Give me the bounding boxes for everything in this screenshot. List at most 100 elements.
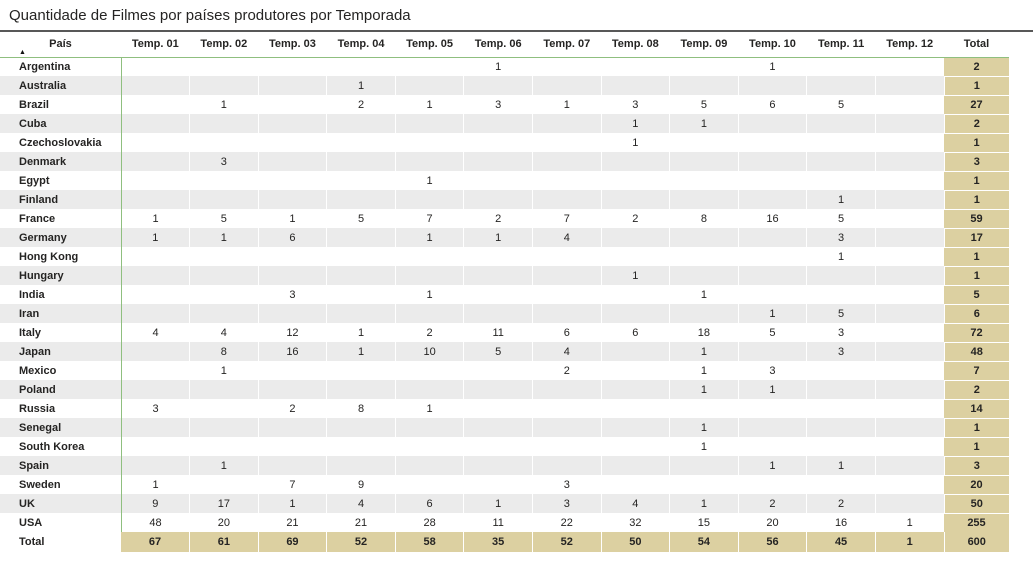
data-cell: 2 [737,494,807,513]
row-header: France [19,212,56,225]
data-cell: 20 [766,516,779,529]
data-cell: 16 [834,516,848,529]
data-cell [806,380,876,399]
column-header-temp-08[interactable]: Temp. 08 [601,32,670,58]
data-cell: 2 [806,494,876,513]
data-cell [190,399,259,418]
column-header-temp-05[interactable]: Temp. 05 [395,32,464,58]
table-row: Russia 3 2 8 1 14 [0,398,1009,418]
data-cell [120,247,190,266]
data-cell [531,418,602,437]
data-cell [120,133,190,152]
data-cell [875,399,944,418]
data-cell: 1 [737,304,807,323]
data-cell [189,304,259,323]
data-cell [394,418,464,437]
data-cell: 1 [120,475,190,494]
total-row-label: Total [0,532,121,552]
data-cell: 11 [492,326,504,339]
data-cell: 1 [120,228,190,247]
data-cell [394,456,464,475]
row-header: Italy [19,326,42,339]
data-cell [531,304,602,323]
data-cell: 1 [669,418,739,437]
pais-column-header[interactable]: País ▲ [0,32,121,58]
data-cell [120,171,190,190]
row-header: UK [19,497,35,510]
column-header-temp-11[interactable]: Temp. 11 [806,32,876,58]
column-header-temp-07[interactable]: Temp. 07 [532,32,602,58]
data-cell: 5 [220,212,227,225]
data-cell: 17 [189,494,259,513]
data-cell [463,152,533,171]
data-cell [257,76,327,95]
data-cell: 5 [700,98,707,111]
sort-ascending-icon[interactable]: ▲ [19,48,26,56]
data-cell [257,380,327,399]
data-cell [120,76,190,95]
data-cell [326,418,396,437]
column-total-cell: 45 [806,532,876,552]
total-column-header[interactable]: Total [944,32,1009,58]
column-total-cell: 69 [257,532,327,552]
data-cell [874,380,944,399]
column-header-temp-01[interactable]: Temp. 01 [121,32,190,58]
data-cell [737,190,807,209]
row-header: South Korea [19,440,85,453]
table-row: Italy 4 4 12 1 2 11 6 6 18 5 3 72 [0,322,1009,342]
data-cell: 4 [120,323,190,342]
data-cell [669,266,739,285]
row-header: Germany [19,231,67,244]
data-cell [669,152,739,171]
column-header-temp-09[interactable]: Temp. 09 [669,32,739,58]
column-header-temp-12[interactable]: Temp. 12 [875,32,944,58]
column-header-temp-02[interactable]: Temp. 02 [189,32,259,58]
data-cell: 1 [426,402,433,415]
data-cell [326,228,396,247]
data-cell [327,57,396,76]
row-header: Brazil [19,98,49,111]
data-cell [806,114,876,133]
data-cell: 1 [737,380,807,399]
column-header-temp-04[interactable]: Temp. 04 [326,32,396,58]
data-cell: 7 [289,478,296,491]
row-header: USA [19,516,43,529]
row-total-cell: 48 [943,341,1009,361]
data-cell: 4 [531,342,602,361]
data-cell [669,228,739,247]
data-cell [737,76,807,95]
data-cell [600,152,670,171]
data-cell [600,418,670,437]
data-cell [464,285,533,304]
data-cell: 11 [492,516,504,529]
data-cell [189,190,259,209]
data-cell: 2 [563,364,570,377]
column-header-temp-03[interactable]: Temp. 03 [258,32,327,58]
table-row: Hong Kong 1 1 [0,246,1009,266]
data-cell: 1 [326,76,396,95]
column-header-temp-10[interactable]: Temp. 10 [738,32,807,58]
row-total-cell: 59 [944,208,1009,228]
data-cell [532,57,601,76]
data-cell [395,57,464,76]
data-cell: 8 [700,212,707,225]
data-cell [738,475,807,494]
row-total-cell: 14 [944,398,1009,418]
data-cell [738,247,807,266]
data-cell [257,456,327,475]
row-total-cell: 1 [944,170,1009,190]
data-cell [807,437,876,456]
data-cell: 1 [806,456,876,475]
column-header-temp-06[interactable]: Temp. 06 [463,32,533,58]
data-cell: 1 [600,114,670,133]
data-cell: 1 [189,228,259,247]
column-total-cell: 50 [600,532,670,552]
table-row: Finland 1 1 [0,189,1009,209]
data-cell [874,266,944,285]
data-cell [669,76,739,95]
data-cell [737,228,807,247]
table-row: Spain 1 1 1 3 [0,455,1009,475]
data-cell: 1 [326,342,396,361]
data-cell: 1 [495,60,502,73]
data-cell [806,76,876,95]
